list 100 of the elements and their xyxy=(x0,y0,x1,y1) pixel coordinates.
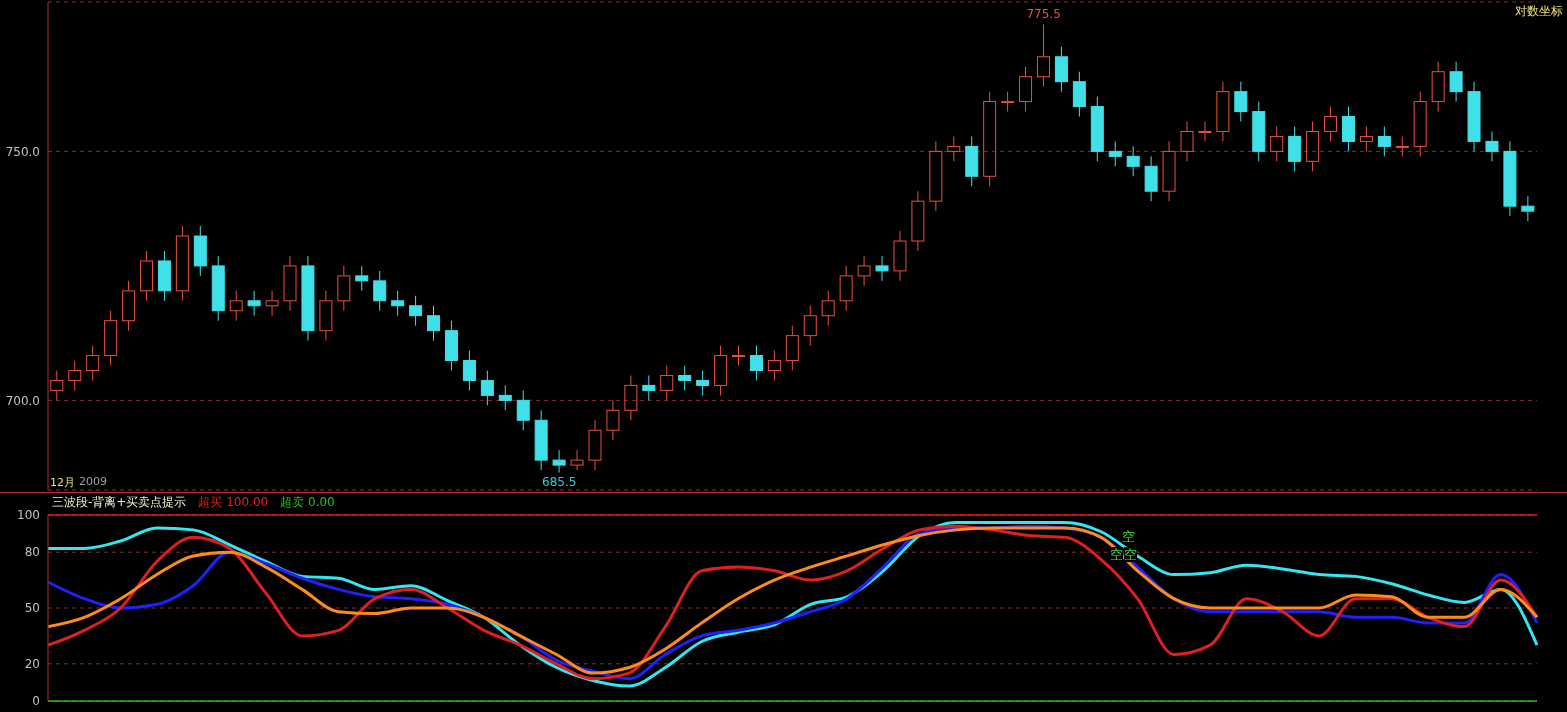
candlestick xyxy=(139,250,153,302)
candlestick xyxy=(624,374,638,421)
candlestick xyxy=(247,290,261,317)
y-tick-label: 750.0 xyxy=(5,144,40,159)
candlestick xyxy=(516,389,530,431)
annotation: 空 xyxy=(1122,529,1135,544)
candlestick xyxy=(911,190,925,252)
candlestick xyxy=(821,290,835,327)
candlestick xyxy=(498,384,512,411)
candlestick xyxy=(785,325,799,371)
candlestick xyxy=(373,270,387,312)
candlestick xyxy=(588,419,602,471)
candlestick xyxy=(480,369,494,406)
candlestick xyxy=(265,290,279,317)
candlestick xyxy=(211,255,225,322)
y-tick-label: 100 xyxy=(17,508,40,523)
annotation: 12月 xyxy=(50,475,75,490)
candlestick xyxy=(1270,125,1284,162)
candlestick xyxy=(175,225,189,302)
candlestick xyxy=(552,449,566,474)
candlestick xyxy=(229,290,243,322)
candlestick xyxy=(1036,23,1050,88)
candlestick xyxy=(1252,101,1266,162)
candlestick xyxy=(1306,121,1320,172)
candlestick xyxy=(929,140,943,212)
candlestick xyxy=(983,91,997,187)
candlestick xyxy=(68,360,82,391)
annotation: 空 xyxy=(1110,547,1123,562)
candlestick xyxy=(570,449,584,471)
candlestick xyxy=(1072,71,1086,118)
annotation: 对数坐标 xyxy=(1515,3,1563,20)
candlestick xyxy=(875,255,889,282)
candlestick xyxy=(606,399,620,441)
candlestick xyxy=(1126,145,1140,177)
annotation: 空 xyxy=(1124,547,1137,562)
annotation: 775.5 xyxy=(1025,7,1062,22)
candlestick xyxy=(696,369,710,396)
candlestick xyxy=(642,374,656,401)
candlestick xyxy=(1216,81,1230,142)
candlestick xyxy=(1198,121,1212,142)
candlestick xyxy=(732,345,746,367)
annotation: 2009 xyxy=(79,475,107,490)
candlestick xyxy=(1234,81,1248,123)
candlestick xyxy=(660,365,674,401)
candlestick xyxy=(427,305,441,342)
candlestick xyxy=(1180,121,1194,162)
candlestick xyxy=(157,250,171,302)
candlestick xyxy=(1467,81,1481,152)
annotation: 685.5 xyxy=(541,474,578,489)
candlestick xyxy=(301,255,315,342)
candlestick xyxy=(86,345,100,381)
candlestick xyxy=(1359,125,1373,152)
candlestick xyxy=(1485,130,1499,162)
candlestick xyxy=(355,265,369,292)
candlestick xyxy=(965,135,979,187)
candlestick xyxy=(1162,140,1176,202)
candlestick xyxy=(444,320,458,371)
candlestick xyxy=(1090,96,1104,162)
candlestick xyxy=(678,365,692,391)
candlestick xyxy=(462,350,476,391)
y-tick-label: 0 xyxy=(32,694,40,709)
candlestick xyxy=(1054,46,1068,93)
candlestick xyxy=(1108,140,1122,167)
candlestick xyxy=(857,255,871,287)
candlestick xyxy=(1449,61,1463,103)
ref-line-label: 超买 100.00 xyxy=(198,494,269,511)
candlestick xyxy=(1001,91,1015,113)
candlestick xyxy=(534,409,548,471)
candlestick xyxy=(50,369,64,401)
candlestick xyxy=(1521,195,1535,222)
y-tick-label: 20 xyxy=(24,657,40,672)
candlestick xyxy=(839,265,853,312)
candlestick xyxy=(409,295,423,327)
candlestick xyxy=(1503,140,1517,217)
candlestick xyxy=(1144,155,1158,202)
candlestick xyxy=(893,230,907,282)
candlestick xyxy=(1413,91,1427,157)
candlestick xyxy=(947,135,961,162)
candlestick xyxy=(1431,61,1445,113)
y-tick-label: 700.0 xyxy=(5,393,40,408)
candlestick xyxy=(767,350,781,381)
y-tick-label: 80 xyxy=(24,545,40,560)
y-tick-label: 50 xyxy=(24,601,40,616)
candlestick xyxy=(1288,125,1302,172)
chart-title: 三波段-背离+买卖点提示 xyxy=(52,494,187,511)
candlestick xyxy=(803,305,817,347)
candlestick xyxy=(337,265,351,312)
candlestick xyxy=(319,290,333,342)
ref-line-label: 超卖 0.00 xyxy=(280,494,335,511)
candlestick xyxy=(1341,106,1355,152)
candlestick xyxy=(104,310,118,367)
candlestick xyxy=(1019,66,1033,113)
candlestick xyxy=(391,290,405,317)
candlestick xyxy=(1324,106,1338,142)
candlestick xyxy=(193,225,207,277)
candlestick xyxy=(749,345,763,381)
candlestick xyxy=(283,255,297,312)
candlestick xyxy=(1377,125,1391,157)
candlestick xyxy=(714,345,728,396)
candlestick xyxy=(122,280,136,332)
